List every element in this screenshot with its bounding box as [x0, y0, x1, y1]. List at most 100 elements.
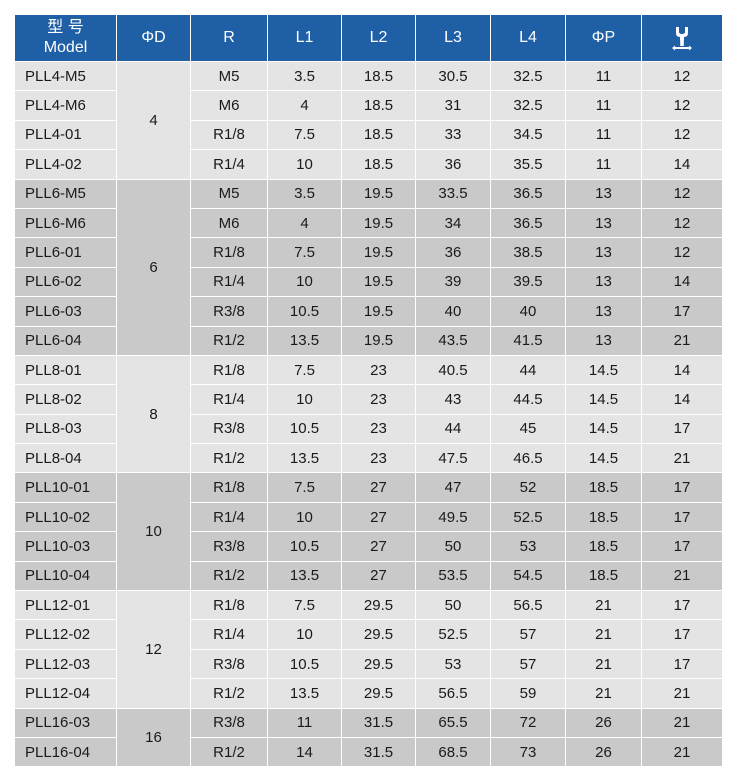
- cell-l3: 36: [415, 237, 491, 268]
- cell-l1: 7.5: [267, 472, 342, 503]
- cell-l4: 59: [490, 678, 566, 709]
- cell-wrench-size: 17: [641, 531, 723, 562]
- cell-r: R1/8: [190, 119, 268, 151]
- cell-l3: 50: [415, 531, 491, 562]
- header-model-cn: 型 号: [47, 19, 84, 36]
- cell-r: R1/2: [190, 678, 268, 709]
- wrench-size-icon: [672, 27, 692, 51]
- cell-od: 8: [116, 354, 191, 474]
- cell-op: 13: [565, 325, 642, 356]
- cell-l2: 29.5: [341, 590, 416, 621]
- cell-op: 18.5: [565, 472, 642, 503]
- cell-model: PLL10-04: [14, 560, 117, 592]
- cell-l2: 31.5: [341, 736, 416, 768]
- cell-l3: 50: [415, 590, 491, 621]
- cell-wrench-size: 12: [641, 60, 723, 92]
- cell-wrench-size: 12: [641, 237, 723, 268]
- cell-l1: 10: [267, 266, 342, 298]
- cell-l2: 19.5: [341, 178, 416, 209]
- table-row: PLL8-04 R1/2 13.5 23 47.5 46.5 14.5 21: [14, 443, 723, 474]
- cell-op: 18.5: [565, 501, 642, 533]
- cell-l2: 23: [341, 384, 416, 415]
- cell-wrench-size: 17: [641, 472, 723, 503]
- cell-wrench-size: 17: [641, 296, 723, 327]
- cell-l1: 4: [267, 207, 342, 239]
- cell-op: 11: [565, 119, 642, 151]
- cell-l1: 10.5: [267, 413, 342, 445]
- table-row: PLL8-02 R1/4 10 23 43 44.5 14.5 14: [14, 384, 723, 415]
- cell-l3: 40.5: [415, 354, 491, 386]
- cell-l4: 72: [490, 707, 566, 738]
- cell-l1: 10.5: [267, 648, 342, 680]
- cell-l1: 10.5: [267, 531, 342, 562]
- cell-l3: 49.5: [415, 501, 491, 533]
- cell-r: R3/8: [190, 413, 268, 445]
- cell-model: PLL6-03: [14, 296, 117, 327]
- table-row: PLL16-03 16 R3/8 11 31.5 65.5 72 26 21: [14, 707, 723, 768]
- cell-wrench-size: 21: [641, 560, 723, 592]
- cell-l4: 57: [490, 648, 566, 680]
- header-r: R: [190, 14, 268, 62]
- cell-r: R1/4: [190, 619, 268, 650]
- cell-l3: 65.5: [415, 707, 491, 738]
- cell-wrench-size: 17: [641, 501, 723, 533]
- cell-r: R1/8: [190, 472, 268, 503]
- table-row: PLL6-M5 6 M5 3.5 19.5 33.5 36.5 13 12: [14, 178, 723, 356]
- spec-table: 型 号 Model ΦD R L1 L2 L3 L4 ΦP PLL4-M5 4 M5…: [14, 14, 723, 768]
- cell-l3: 47.5: [415, 443, 491, 474]
- cell-l2: 18.5: [341, 119, 416, 151]
- cell-l2: 19.5: [341, 296, 416, 327]
- cell-op: 14.5: [565, 384, 642, 415]
- cell-l3: 36: [415, 149, 491, 180]
- cell-l2: 19.5: [341, 325, 416, 356]
- cell-op: 21: [565, 619, 642, 650]
- table-row: PLL12-04 R1/2 13.5 29.5 56.5 59 21 21: [14, 678, 723, 709]
- cell-l3: 43.5: [415, 325, 491, 356]
- cell-r: R1/8: [190, 237, 268, 268]
- cell-r: R3/8: [190, 531, 268, 562]
- cell-l3: 33: [415, 119, 491, 151]
- cell-r: M6: [190, 207, 268, 239]
- cell-model: PLL12-04: [14, 678, 117, 709]
- table-row: PLL6-04 R1/2 13.5 19.5 43.5 41.5 13 21: [14, 325, 723, 356]
- cell-od: 10: [116, 472, 191, 592]
- cell-l1: 10: [267, 501, 342, 533]
- table-row: PLL6-01 R1/8 7.5 19.5 36 38.5 13 12: [14, 237, 723, 268]
- cell-l4: 35.5: [490, 149, 566, 180]
- cell-wrench-size: 14: [641, 384, 723, 415]
- cell-l4: 46.5: [490, 443, 566, 474]
- cell-r: R1/2: [190, 560, 268, 592]
- table-row: PLL12-03 R3/8 10.5 29.5 53 57 21 17: [14, 648, 723, 680]
- cell-op: 21: [565, 648, 642, 680]
- cell-wrench-size: 17: [641, 619, 723, 650]
- cell-model: PLL8-03: [14, 413, 117, 445]
- cell-op: 13: [565, 207, 642, 239]
- cell-r: R1/8: [190, 354, 268, 386]
- cell-model: PLL12-02: [14, 619, 117, 650]
- cell-l4: 57: [490, 619, 566, 650]
- cell-l4: 32.5: [490, 90, 566, 121]
- cell-l2: 19.5: [341, 237, 416, 268]
- cell-l2: 19.5: [341, 266, 416, 298]
- cell-od: 16: [116, 707, 191, 768]
- cell-model: PLL6-04: [14, 325, 117, 356]
- cell-l1: 10: [267, 384, 342, 415]
- cell-wrench-size: 17: [641, 648, 723, 680]
- cell-l4: 56.5: [490, 590, 566, 621]
- header-l1: L1: [267, 14, 342, 62]
- cell-model: PLL4-02: [14, 149, 117, 180]
- cell-model: PLL4-01: [14, 119, 117, 151]
- cell-l3: 34: [415, 207, 491, 239]
- cell-model: PLL8-04: [14, 443, 117, 474]
- cell-l1: 13.5: [267, 678, 342, 709]
- cell-l1: 7.5: [267, 354, 342, 386]
- cell-l4: 40: [490, 296, 566, 327]
- cell-l1: 10: [267, 619, 342, 650]
- cell-l2: 29.5: [341, 648, 416, 680]
- cell-r: R3/8: [190, 648, 268, 680]
- cell-wrench-size: 12: [641, 207, 723, 239]
- cell-op: 18.5: [565, 531, 642, 562]
- cell-wrench-size: 14: [641, 354, 723, 386]
- cell-r: R1/4: [190, 501, 268, 533]
- table-header: 型 号 Model ΦD R L1 L2 L3 L4 ΦP: [14, 14, 723, 62]
